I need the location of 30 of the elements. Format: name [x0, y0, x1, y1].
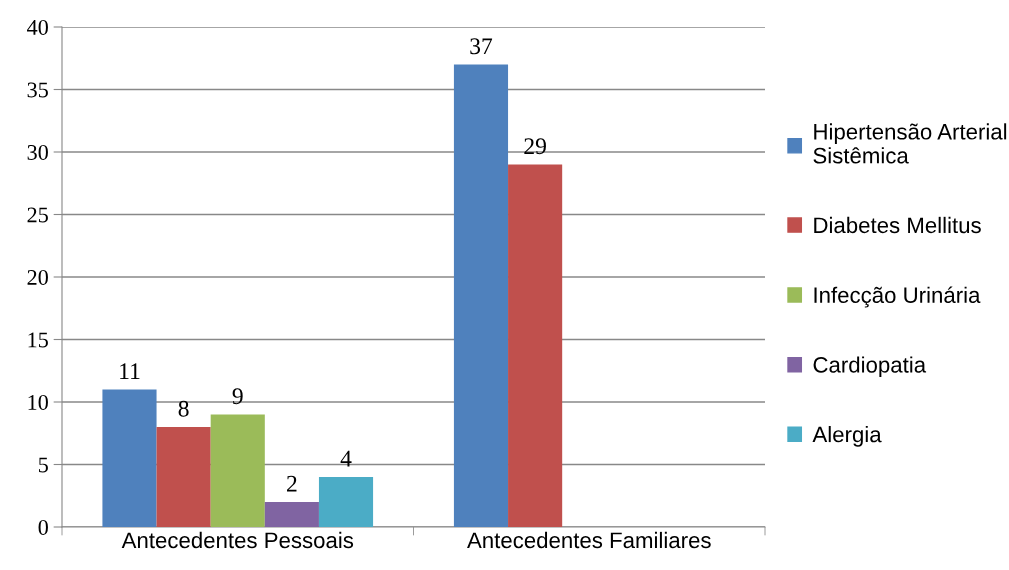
y-tick-label: 30	[27, 144, 48, 160]
legend-label: Infecção Urinária	[814, 286, 981, 308]
legend-label: Alergia	[812, 426, 882, 447]
bar	[102, 389, 157, 527]
bar	[453, 64, 509, 527]
bar	[264, 502, 319, 527]
y-tick-label: 25	[27, 207, 48, 223]
bar	[508, 164, 563, 527]
bar	[156, 427, 211, 527]
y-tick-label: 10	[28, 394, 48, 410]
y-tick-label: 5	[38, 457, 48, 473]
data-label: 2	[287, 475, 297, 492]
y-tick-label: 40	[27, 19, 48, 35]
bar	[210, 414, 265, 527]
bar	[318, 477, 374, 527]
legend-label: Hipertensão Arterial Sistêmica	[813, 123, 1007, 164]
y-tick-label: 20	[27, 269, 48, 285]
y-tick-label: 0	[38, 519, 48, 535]
x-tick-label: Antecedentes Pessoais	[121, 531, 354, 549]
data-label: 8	[178, 400, 189, 417]
data-label: 37	[470, 38, 493, 55]
x-tick-label: Antecedentes Familiares	[467, 531, 711, 549]
y-tick-label: 15	[28, 332, 48, 348]
data-label: 29	[524, 138, 546, 155]
data-label: 4	[340, 450, 352, 467]
legend-label: Cardiopatia	[813, 356, 927, 378]
y-tick-label: 35	[27, 82, 48, 98]
data-label: 11	[120, 363, 140, 379]
data-label: 9	[232, 388, 243, 405]
legend-label: Diabetes Mellitus	[814, 216, 981, 234]
